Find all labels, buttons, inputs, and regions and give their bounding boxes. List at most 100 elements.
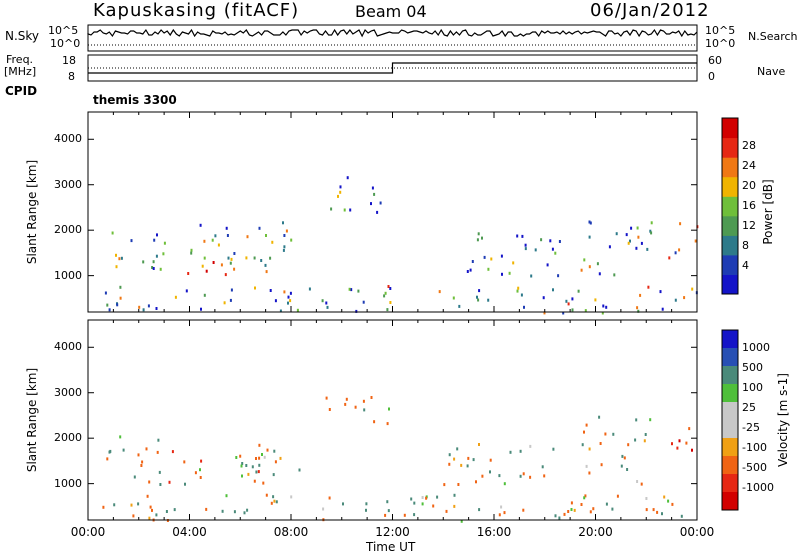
freq-line <box>88 62 697 74</box>
scatter-cell <box>212 261 215 264</box>
scatter-cell <box>225 494 228 498</box>
scatter-cell <box>498 474 501 478</box>
velocity-colorbar-segment <box>722 366 738 385</box>
scatter-cell <box>487 298 490 302</box>
scatter-cell <box>671 502 674 506</box>
scatter-cell <box>325 396 328 400</box>
x-tick-label: 00:00 <box>70 525 106 539</box>
scatter-cell <box>577 289 580 293</box>
scatter-cell <box>251 465 254 469</box>
scatter-cell <box>551 247 554 251</box>
scatter-cell <box>583 430 585 434</box>
scatter-cell <box>521 234 524 238</box>
nsky-tick-bottom: 10^0 <box>50 37 81 50</box>
scatter-cell <box>113 503 116 507</box>
scatter-cell <box>584 494 587 498</box>
nsky-tick-top: 10^5 <box>48 24 79 37</box>
scatter-cell <box>562 311 565 315</box>
scatter-cell <box>275 500 278 504</box>
power-colorbar-tick: 20 <box>742 179 756 192</box>
scatter-cell <box>621 454 624 458</box>
power-colorbar-tick: 28 <box>742 139 756 152</box>
scatter-cell <box>298 468 301 472</box>
scatter-cell <box>339 185 342 189</box>
scatter-cell <box>529 475 532 479</box>
date-title: 06/Jan/2012 <box>590 0 710 21</box>
scatter-cell <box>476 238 479 242</box>
scatter-cell <box>691 448 693 452</box>
scatter-cell <box>554 514 557 518</box>
scatter-cell <box>289 299 292 303</box>
scatter-cell <box>410 497 413 501</box>
scatter-cell <box>115 253 117 257</box>
scatter-cell <box>661 512 663 516</box>
scatter-cell <box>599 442 602 445</box>
scatter-cell <box>588 447 591 451</box>
scatter-cell <box>386 422 389 426</box>
scatter-cell <box>155 254 158 258</box>
scatter-cell <box>269 289 272 292</box>
power-ylabel: Slant Range [km] <box>25 159 39 265</box>
scatter-cell <box>290 238 293 242</box>
scatter-cell <box>389 287 392 290</box>
scatter-cell <box>458 304 461 308</box>
velocity-colorbar-tick: -100 <box>742 441 767 454</box>
scatter-cell <box>184 482 186 486</box>
scatter-cell <box>637 309 640 313</box>
scatter-cell <box>266 448 269 452</box>
scatter-cell <box>558 516 561 520</box>
scatter-cell <box>478 508 481 512</box>
scatter-cell <box>261 453 263 456</box>
scatter-cell <box>581 443 584 447</box>
scatter-cell <box>365 508 367 512</box>
scatter-cell <box>362 300 365 304</box>
scatter-cell <box>344 402 347 406</box>
scatter-cell <box>549 239 552 243</box>
power-colorbar-segment <box>722 157 738 178</box>
scatter-cell <box>509 450 512 454</box>
scatter-cell <box>534 248 537 252</box>
scatter-cell <box>674 251 677 255</box>
scatter-cell <box>612 432 615 436</box>
power-colorbar-tick: 8 <box>742 239 749 252</box>
scatter-cell <box>588 265 591 269</box>
scatter-cell <box>477 232 480 236</box>
scatter-cell <box>443 483 446 487</box>
velocity-colorbar-segment <box>722 474 738 493</box>
velocity-plot-frame <box>87 319 698 521</box>
nsky-panel <box>87 24 698 52</box>
scatter-cell <box>148 480 151 484</box>
scatter-cell <box>421 502 424 506</box>
scatter-cell <box>680 514 683 518</box>
scatter-cell <box>109 449 112 453</box>
scatter-cell <box>119 435 122 439</box>
beam-title: Beam 04 <box>355 2 427 21</box>
scatter-cell <box>350 288 353 292</box>
scatter-cell <box>661 307 664 311</box>
x-tick-label: 00:00 <box>679 525 715 539</box>
scatter-cell <box>345 397 348 401</box>
scatter-cell <box>448 462 451 466</box>
scatter-cell <box>200 307 202 311</box>
axes-layer <box>87 112 698 520</box>
scatter-cell <box>240 464 243 468</box>
scatter-cell <box>436 495 439 499</box>
scatter-cell <box>265 234 267 237</box>
nave-tick-bottom: 0 <box>708 70 715 83</box>
scatter-cell <box>279 309 282 313</box>
scatter-cell <box>217 243 220 247</box>
scatter-cell <box>554 251 557 255</box>
scatter-cell <box>257 470 260 474</box>
x-tick-label: 12:00 <box>375 525 410 539</box>
velocity-colorbar-tick: -500 <box>742 461 767 474</box>
scatter-cell <box>636 306 639 310</box>
cpid-value: themis 3300 <box>93 93 177 107</box>
scatter-cell <box>373 420 376 424</box>
scatter-cell <box>678 248 681 252</box>
scatter-cell <box>620 464 623 468</box>
scatter-cell <box>152 260 155 264</box>
scatter-cell <box>523 305 525 309</box>
scatter-cell <box>270 501 273 505</box>
scatter-cell <box>133 475 136 479</box>
freq-tick-bottom: 8 <box>68 70 75 83</box>
